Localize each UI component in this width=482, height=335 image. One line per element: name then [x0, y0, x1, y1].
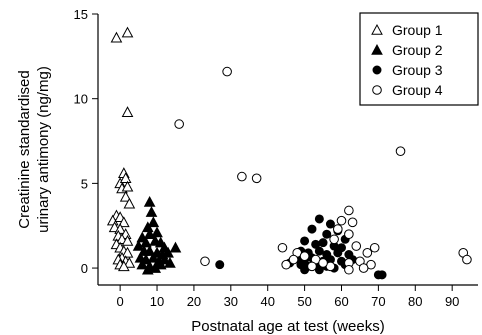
- legend-marker-group-1: [371, 23, 383, 35]
- x-tick-label: 0: [117, 294, 124, 309]
- point-group-2: [164, 256, 176, 268]
- point-group-1: [121, 180, 134, 192]
- point-group-4: [222, 66, 232, 77]
- point-group-2: [169, 241, 182, 253]
- legend-marker-group-3: [372, 65, 382, 75]
- x-tick-label: 50: [297, 294, 311, 309]
- point-group-3: [377, 270, 387, 280]
- x-tick-label: 80: [408, 294, 422, 309]
- point-group-2: [145, 206, 158, 217]
- point-group-4: [237, 171, 247, 182]
- y-tick-label: 15: [74, 7, 88, 22]
- point-group-2: [162, 246, 174, 258]
- x-tick-label: 20: [187, 294, 201, 309]
- x-tick-label: 10: [150, 294, 164, 309]
- point-group-2: [141, 263, 154, 275]
- point-group-3: [333, 248, 343, 258]
- point-group-4: [307, 261, 317, 272]
- point-group-2: [151, 226, 163, 238]
- x-tick-label: 70: [371, 294, 385, 309]
- point-group-4: [358, 263, 369, 273]
- point-group-4: [174, 119, 184, 129]
- point-group-3: [314, 246, 324, 256]
- point-group-4: [200, 256, 210, 267]
- legend-marker-group-2: [371, 43, 383, 55]
- point-group-4: [329, 234, 339, 245]
- y-axis-title: Creatinine standardised urinary antimony …: [16, 66, 52, 233]
- point-group-3: [215, 260, 225, 270]
- legend: Group 1 Group 2 Group 3 Group 4: [359, 12, 479, 106]
- point-group-2: [136, 258, 149, 270]
- point-group-4: [347, 217, 358, 228]
- point-group-3: [307, 224, 317, 234]
- legend-label: Group 4: [392, 82, 443, 98]
- point-group-3: [325, 219, 335, 229]
- point-group-1: [117, 260, 130, 272]
- y-tick-label: 10: [74, 92, 88, 107]
- point-group-4: [344, 264, 354, 275]
- point-group-4: [344, 229, 354, 239]
- point-group-4: [281, 259, 291, 270]
- point-group-1: [119, 172, 132, 184]
- point-group-2: [143, 245, 156, 256]
- point-group-1: [123, 197, 136, 209]
- point-group-2: [132, 239, 145, 251]
- point-group-1: [121, 246, 134, 258]
- point-group-2: [147, 216, 160, 228]
- x-tick-label: 40: [260, 294, 274, 309]
- point-group-2: [143, 195, 156, 207]
- point-group-2: [154, 258, 167, 270]
- point-group-3: [314, 214, 324, 224]
- point-group-1: [117, 216, 130, 228]
- point-group-4: [351, 241, 362, 251]
- point-group-4: [318, 258, 328, 268]
- legend-label: Group 1: [392, 22, 443, 38]
- point-group-2: [149, 262, 162, 273]
- data-points: [106, 26, 472, 280]
- y-tick-label: 0: [81, 261, 88, 276]
- y-axis-title-line: Creatinine standardised: [16, 70, 33, 228]
- legend-marker-group-4: [372, 85, 382, 95]
- point-group-4: [336, 215, 347, 226]
- point-group-4: [288, 254, 299, 265]
- point-group-1: [121, 26, 134, 38]
- point-group-4: [333, 224, 343, 234]
- point-group-3: [300, 236, 310, 246]
- point-group-4: [344, 205, 354, 216]
- point-group-4: [462, 254, 472, 265]
- point-group-4: [395, 146, 406, 156]
- point-group-3: [322, 229, 332, 239]
- x-tick-label: 30: [224, 294, 238, 309]
- x-axis-title: Postnatal age at test (weeks): [191, 318, 384, 335]
- legend-label: Group 3: [392, 62, 443, 78]
- point-group-4: [299, 251, 310, 262]
- legend-label: Group 2: [392, 42, 443, 58]
- point-group-2: [147, 251, 160, 263]
- point-group-1: [121, 106, 134, 117]
- x-tick-label: 60: [334, 294, 348, 309]
- point-group-1: [119, 190, 132, 202]
- point-group-2: [140, 236, 152, 248]
- y-tick-label: 5: [81, 176, 88, 191]
- point-group-1: [110, 31, 123, 43]
- y-axis-title-line: urinary antimony (ng/mg): [35, 66, 52, 233]
- x-tick-label: 90: [445, 294, 459, 309]
- point-group-1: [121, 234, 134, 246]
- axes: 0 10 20 30 40 50 60 70 80 90 0 5 10 15: [74, 7, 478, 309]
- point-group-4: [362, 248, 373, 258]
- point-group-4: [251, 173, 262, 184]
- point-group-4: [369, 242, 380, 253]
- point-group-4: [277, 242, 288, 253]
- point-group-3: [318, 238, 328, 248]
- point-group-1: [123, 256, 136, 268]
